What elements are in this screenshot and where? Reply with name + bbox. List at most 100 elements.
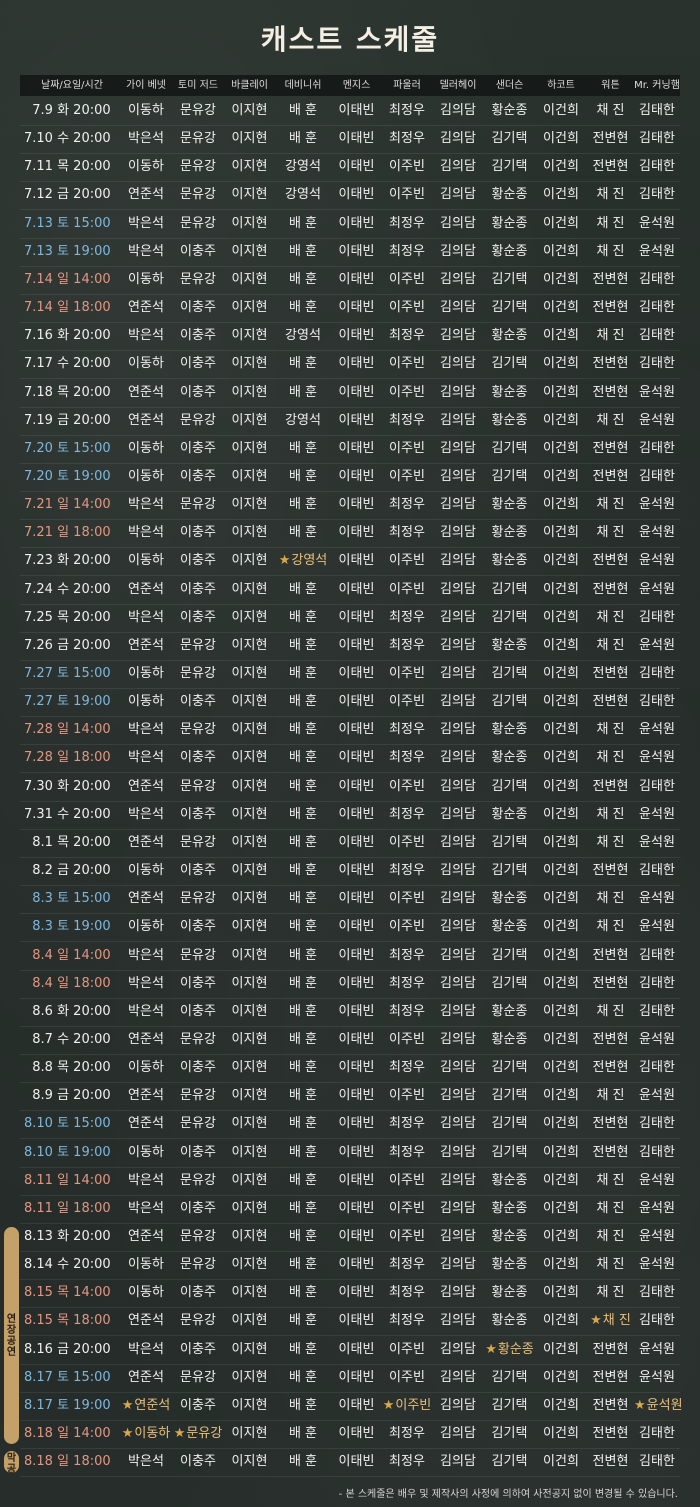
cast-cell: 황순종 <box>484 716 535 744</box>
cast-name: 배 훈 <box>288 103 318 118</box>
cast-cell: 이건희 <box>535 773 587 801</box>
cast-cell: 이태빈 <box>331 547 382 575</box>
cast-name: 전변현 <box>592 1341 629 1357</box>
cast-name: 이지현 <box>231 553 268 569</box>
cast-cell: 최정우 <box>382 491 432 519</box>
cast-cell: 배 훈 <box>275 1307 331 1335</box>
cast-name: 윤석원 <box>639 919 675 935</box>
cast-cell: 황순종 <box>484 632 535 660</box>
cast-name: 김의담 <box>440 159 476 175</box>
cast-name: 김의담 <box>440 187 476 203</box>
cast-cell: 전변현 <box>587 660 634 688</box>
time-value: 18:00 <box>73 300 111 316</box>
cast-cell: 윤석원 <box>634 1167 680 1195</box>
cast-name: 황순종 <box>491 1285 528 1301</box>
cast-name: 이지현 <box>231 412 268 428</box>
weekday-value: 토 <box>57 694 74 710</box>
cast-cell: 강영석 <box>275 407 331 435</box>
cast-cell: 이충주 <box>172 1139 224 1167</box>
cast-name: 이태빈 <box>338 863 375 879</box>
cast-name: 최정우 <box>389 947 425 963</box>
cast-name: 이건희 <box>543 863 579 879</box>
cast-cell: 이지현 <box>224 857 275 885</box>
cast-name: 황순종 <box>491 1031 528 1047</box>
date-value: 7.17 <box>24 356 58 372</box>
cast-name: 전변현 <box>592 975 629 991</box>
cast-cell: 이지현 <box>224 519 275 547</box>
cast-cell: ★채 진 <box>587 1307 634 1335</box>
cast-cell: 황순종 <box>484 801 535 829</box>
cast-name: 이태빈 <box>338 159 375 175</box>
cast-name: 전변현 <box>592 271 629 287</box>
cast-name: 김태한 <box>639 975 675 991</box>
cast-cell: 채 진 <box>587 1223 634 1251</box>
cast-cell: 이지현 <box>224 238 275 266</box>
cast-cell: 이동하 <box>120 97 172 125</box>
weekday-value: 토 <box>57 1144 74 1160</box>
cast-name: 배 훈 <box>288 750 318 766</box>
date-cell: 8.3 토 15:00 <box>24 885 120 913</box>
cast-name: 이건희 <box>543 806 579 822</box>
cast-cell: 채 진 <box>587 181 634 209</box>
date-value: 8.11 <box>24 1172 58 1188</box>
time-value: 18:00 <box>73 1454 111 1470</box>
cast-name: 이건희 <box>543 1172 579 1188</box>
cast-cell: 이충주 <box>172 322 224 350</box>
cast-cell: 채 진 <box>587 238 634 266</box>
cast-name: 이지현 <box>231 609 268 625</box>
cast-name: 최정우 <box>389 1426 425 1442</box>
cast-name: 김의담 <box>440 1088 476 1104</box>
date-value: 7.25 <box>24 609 58 625</box>
cast-cell: 이태빈 <box>331 1195 382 1223</box>
cast-cell: 이건희 <box>535 1026 587 1054</box>
time-value: 14:00 <box>73 947 111 963</box>
cast-name: 이태빈 <box>338 356 375 372</box>
cast-cell: 이건희 <box>535 970 587 998</box>
cast-cell: 김의담 <box>432 1448 484 1476</box>
time-value: 15:00 <box>73 1116 111 1132</box>
cast-name: 문유강 <box>180 1313 216 1329</box>
cast-name: 김태한 <box>639 103 675 118</box>
cast-cell: 김의담 <box>432 885 484 913</box>
cast-name: 황순종 <box>491 1200 528 1216</box>
cast-cell: 김의담 <box>432 266 484 294</box>
header-cell: 하코트 <box>547 80 575 91</box>
cast-cell: 전변현 <box>587 1392 634 1420</box>
header-cell: 날짜/요일/시간 <box>41 80 103 91</box>
cast-cell: 윤석원 <box>634 632 680 660</box>
cast-cell: 문유강 <box>172 181 224 209</box>
time-value: 14:00 <box>73 1172 111 1188</box>
cast-cell: 연준석 <box>120 829 172 857</box>
cast-cell: 배 훈 <box>275 970 331 998</box>
cast-cell: 이지현 <box>224 379 275 407</box>
cast-name: 이건희 <box>543 131 579 147</box>
cast-cell: 전변현 <box>587 1448 634 1476</box>
cast-cell: 김기택 <box>484 1364 535 1392</box>
cast-name: 이건희 <box>543 1454 579 1470</box>
cast-name: 이건희 <box>543 1003 579 1019</box>
cast-cell: 황순종 <box>484 322 535 350</box>
table-row: 7.13 토 19:00 박은석 이충주 이지현 배 훈 이태빈 최정우 김의담 황순종 이건희 채… <box>20 238 680 267</box>
cast-cell: 문유강 <box>172 1082 224 1110</box>
cast-cell: 이건희 <box>535 379 587 407</box>
cast-cell: 채 진 <box>587 1082 634 1110</box>
cast-cell: 이충주 <box>172 294 224 322</box>
cast-name: 이동하 <box>128 863 164 879</box>
time-value: 14:00 <box>73 1426 111 1442</box>
cast-name: 이지현 <box>231 891 268 907</box>
cast-name: 김기택 <box>491 863 528 879</box>
cast-name: 채 진 <box>596 750 625 766</box>
cast-name: 배 훈 <box>288 891 318 907</box>
date-value: 8.14 <box>24 1257 58 1273</box>
cast-cell: ★이동하 <box>120 1420 172 1448</box>
cast-name: 이동하 <box>128 1144 164 1160</box>
cast-cell: 문유강 <box>172 1223 224 1251</box>
cast-cell: 김태한 <box>634 1307 680 1335</box>
cast-name: 이건희 <box>543 1144 579 1160</box>
cast-name: 이건희 <box>543 666 579 681</box>
cast-cell: 김의담 <box>432 576 484 604</box>
cast-name: 이주빈 <box>389 1031 425 1047</box>
cast-cell: 김태한 <box>634 322 680 350</box>
cast-cell: 이지현 <box>224 576 275 604</box>
cast-name: 이지현 <box>231 440 268 456</box>
